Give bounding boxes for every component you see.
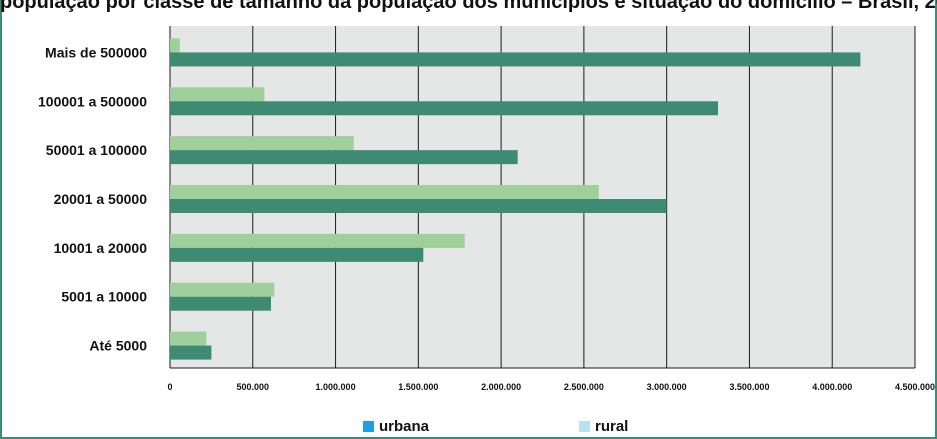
x-tick-label: 3.000.000 <box>647 382 687 392</box>
bar-urbana <box>170 199 667 213</box>
bar-urbana <box>170 296 271 311</box>
category-label: 50001 a 100000 <box>46 142 147 158</box>
x-tick-label: 0 <box>167 382 172 392</box>
legend-swatch-rural <box>579 421 590 432</box>
x-tick-label: 1.000.000 <box>316 382 356 392</box>
legend-swatch-urbana <box>363 421 374 432</box>
x-tick-label: 2.000.000 <box>481 382 521 392</box>
x-tick-label: 2.500.000 <box>564 382 604 392</box>
bar-urbana <box>170 150 518 165</box>
bar-rural <box>170 282 275 297</box>
x-tick-label: 1.500.000 <box>398 382 438 392</box>
bar-rural <box>170 233 465 248</box>
category-label: 10001 a 20000 <box>54 240 148 256</box>
bar-rural <box>170 185 599 199</box>
bar-rural <box>170 136 354 151</box>
bar-urbana <box>170 101 718 116</box>
legend: urbana rural <box>0 418 937 436</box>
bar-urbana <box>170 52 861 67</box>
category-label: 20001 a 50000 <box>54 191 148 207</box>
category-label: Mais de 500000 <box>45 44 147 60</box>
x-tick-label: 4.500.000 <box>895 382 935 392</box>
bar-urbana <box>170 345 212 360</box>
x-tick-label: 4.000.000 <box>812 382 852 392</box>
bar-rural <box>170 87 265 102</box>
category-label: Até 5000 <box>89 338 147 354</box>
chart-title: população por classe de tamanho da popul… <box>0 0 937 13</box>
category-label: 5001 a 10000 <box>61 289 147 305</box>
bar-urbana <box>170 247 424 262</box>
bar-rural <box>170 331 207 346</box>
x-tick-label: 500.000 <box>237 382 270 392</box>
legend-label-rural: rural <box>595 418 629 435</box>
legend-item-rural: rural <box>579 418 628 435</box>
legend-label-urbana: urbana <box>379 418 430 435</box>
category-label: 100001 a 500000 <box>38 93 147 109</box>
bar-rural <box>170 38 180 53</box>
legend-item-urbana: urbana <box>363 418 429 435</box>
x-tick-label: 3.500.000 <box>729 382 769 392</box>
